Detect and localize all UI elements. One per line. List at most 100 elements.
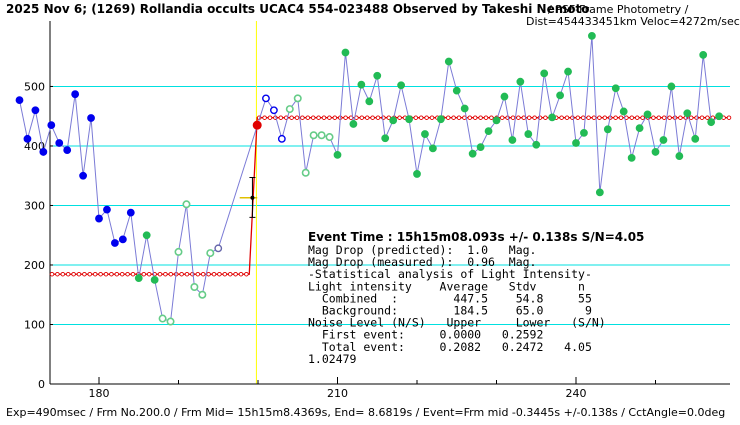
fit-bg-dot [98, 271, 103, 277]
stats-line-3: Light intensity Average Stdv n [308, 279, 585, 293]
fit-bg-dot [125, 271, 130, 277]
footer-text: Exp=490msec / Frm No.200.0 / Frm Mid= 15… [6, 406, 725, 419]
fit-top-dot [413, 115, 419, 120]
data-point [15, 96, 24, 105]
fit-top-dot [543, 115, 548, 120]
data-point [182, 200, 191, 209]
stats-line-0: Mag Drop (predicted): 1.0 Mag. [308, 243, 536, 257]
fit-bg-dot [222, 271, 228, 277]
fit-top-dot [510, 115, 516, 120]
stats-line-4: Combined : 447.5 54.8 55 [308, 291, 592, 305]
chart-subtitle-dist: Dist=454433451km Veloc=4272m/sec [526, 15, 740, 28]
data-point [23, 134, 32, 143]
fit-top-dot [267, 115, 273, 120]
fit-bg-dot [71, 271, 76, 277]
data-point [508, 136, 517, 144]
chart-title: 2025 Nov 6; (1269) Rollandia occults UCA… [6, 2, 589, 16]
fit-bg-dot [157, 271, 163, 277]
fit-top-dot [343, 115, 348, 120]
fit-bg-dot [200, 271, 206, 277]
stats-line-6: Noise Level (N/S) Upper Lower (S/N) [308, 316, 606, 330]
data-point [126, 208, 135, 217]
data-point [166, 317, 175, 326]
fit-bg-dot [82, 271, 87, 277]
data-point [158, 314, 167, 323]
y-tick-label-300: 300 [24, 199, 45, 212]
fit-top-dot [651, 115, 656, 120]
fit-top-dot [618, 115, 624, 120]
data-point [611, 84, 620, 93]
data-point [214, 244, 223, 253]
fit-bg-dot [60, 271, 66, 277]
fit-top-dot [278, 115, 284, 120]
fit-top-dot [300, 115, 305, 120]
fit-top-dot [375, 115, 381, 120]
data-point [349, 120, 358, 128]
data-point [277, 134, 286, 143]
fit-top-dot [678, 115, 683, 120]
data-point [103, 205, 111, 214]
y-tick-label-200: 200 [24, 259, 45, 272]
data-point [71, 90, 80, 99]
fit-top-dot [597, 115, 602, 120]
fit-top-dot [564, 115, 570, 120]
fit-bg-dot [130, 271, 136, 277]
data-point [397, 81, 406, 90]
data-point [444, 57, 453, 66]
data-point [293, 94, 302, 103]
data-point [699, 51, 708, 59]
data-point [484, 127, 493, 135]
fit-top-dot [726, 115, 732, 120]
data-point [651, 148, 660, 156]
data-point [572, 139, 580, 147]
fit-bg-dot [163, 271, 168, 277]
data-point [460, 104, 469, 113]
fit-bg-dot [238, 271, 244, 277]
data-point [532, 140, 541, 149]
data-point [333, 150, 342, 159]
data-point [389, 116, 398, 125]
statistics-block: Mag Drop (predicted): 1.0 Mag.Mag Drop (… [308, 243, 606, 366]
fit-top-dot [289, 115, 294, 120]
series-line [19, 35, 720, 323]
fit-top-dot [483, 115, 489, 120]
fit-bg-dot [119, 271, 125, 277]
data-point [206, 249, 215, 258]
data-point [492, 116, 501, 125]
fit-bg-dot [76, 271, 82, 277]
fit-top-dot [586, 115, 591, 120]
fit-bg-dot [87, 271, 93, 277]
stats-line-7: First event: 0.0000 0.2592 [308, 328, 543, 342]
fit-bg-dot [114, 271, 120, 277]
fit-top-dot [305, 115, 311, 120]
data-point [87, 114, 95, 122]
event-red-marker [252, 120, 262, 130]
data-point [142, 231, 151, 240]
data-point [635, 124, 644, 133]
axes [49, 21, 730, 385]
data-point [683, 109, 692, 118]
data-point [588, 31, 596, 40]
fit-top-dot [526, 115, 532, 120]
data-point [301, 168, 310, 177]
fit-top-dot [575, 115, 581, 120]
fit-bg-dot [217, 271, 222, 277]
fit-top-dot [467, 115, 473, 120]
fit-top-dot [451, 115, 456, 120]
fit-top-dot [429, 115, 435, 120]
data-point [39, 148, 48, 156]
data-point [452, 86, 461, 95]
data-point [405, 115, 413, 124]
y-tick-label-0: 0 [38, 378, 45, 391]
event-time-label: Event Time : 15h15m08.093s +/- 0.138s S/… [308, 230, 644, 244]
fit-top-dot [327, 115, 332, 120]
fit-top-dot [559, 115, 564, 120]
fit-top-dot [364, 115, 370, 120]
chart-subtitle: / PSF-Frame Photometry / [548, 3, 689, 16]
data-point [500, 92, 509, 101]
fit-top-dot [629, 115, 635, 120]
fit-top-dot [321, 115, 327, 120]
data-point [55, 139, 64, 147]
data-point [47, 121, 56, 130]
